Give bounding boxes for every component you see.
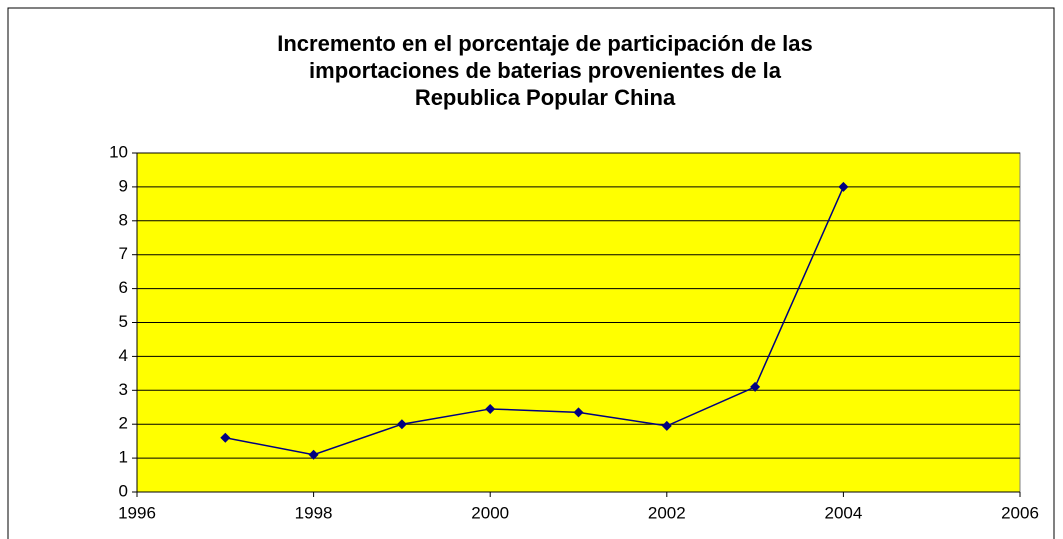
data-point [661,420,672,431]
chart-title: Incremento en el porcentaje de participa… [277,31,813,56]
data-line [225,186,845,456]
x-tick-label: 1998 [295,503,333,522]
chart-title: importaciones de baterias provenientes d… [309,58,782,83]
data-point [838,181,849,192]
data-point [750,381,761,392]
data-point [396,419,407,430]
y-tick-label: 2 [119,414,128,433]
x-tick-label: 2000 [471,503,509,522]
chart-title: Republica Popular China [415,85,676,110]
y-tick-label: 5 [119,312,128,331]
y-tick-label: 6 [119,278,128,297]
data-point [308,449,319,460]
x-tick-label: 2004 [824,503,862,522]
y-tick-label: 9 [119,176,128,195]
y-tick-label: 7 [119,244,128,263]
data-point [220,432,231,443]
y-tick-label: 10 [109,142,128,161]
x-tick-label: 2006 [1001,503,1039,522]
data-point [485,403,496,414]
y-tick-label: 1 [119,448,128,467]
y-tick-label: 4 [119,346,128,365]
y-tick-label: 8 [119,210,128,229]
x-tick-label: 1996 [118,503,156,522]
y-tick-label: 3 [119,380,128,399]
x-tick-label: 2002 [648,503,686,522]
data-point [573,407,584,418]
y-tick-label: 0 [119,481,128,500]
